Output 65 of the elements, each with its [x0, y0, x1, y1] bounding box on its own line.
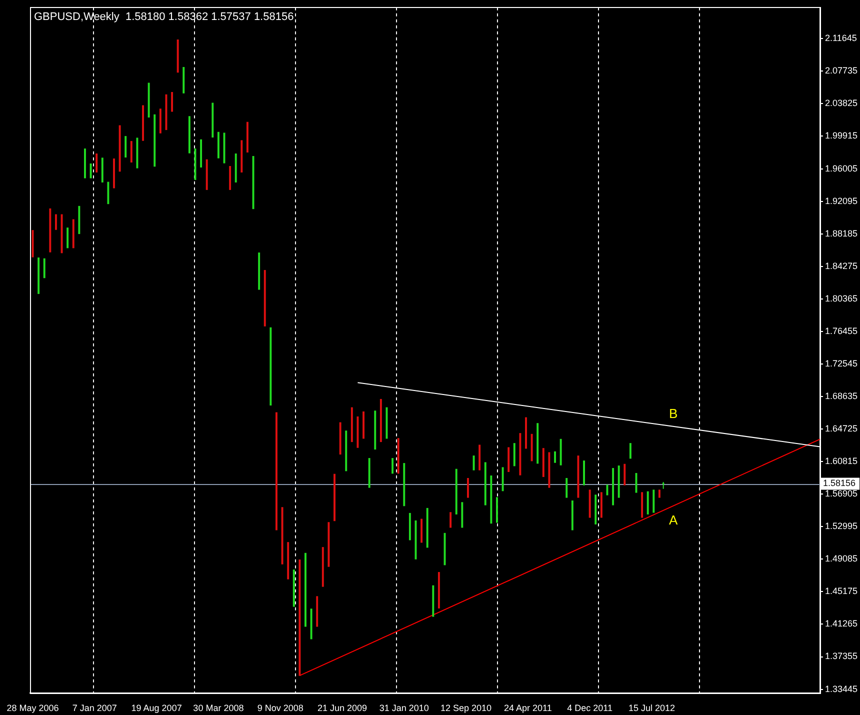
series-label: B — [668, 406, 678, 421]
candlestick — [148, 82, 150, 118]
y-tick-label: 1.68635 — [825, 390, 858, 401]
x-tick-label: 15 Jul 2012 — [628, 702, 675, 713]
candlestick — [107, 182, 110, 204]
candlestick — [408, 512, 411, 540]
y-tick-label: 1.52995 — [825, 521, 858, 532]
chart-title: GBPUSD,Weekly 1.58180 1.58362 1.57537 1.58156 — [34, 10, 294, 23]
y-tick-label: 1.33445 — [825, 684, 858, 694]
y-tick-label: 1.99915 — [825, 130, 858, 141]
x-tick-label: 9 Nov 2008 — [257, 702, 304, 713]
x-tick-label: 12 Sep 2010 — [440, 702, 492, 713]
y-tick-label: 1.56905 — [825, 488, 858, 499]
candlestick — [530, 434, 533, 462]
y-tick-label: 2.07735 — [825, 66, 858, 76]
candlestick — [136, 138, 138, 168]
candlestick — [165, 94, 168, 130]
candlestick — [78, 206, 80, 234]
ref-line-label: 1.58156 — [823, 478, 856, 488]
candlestick — [571, 500, 574, 530]
x-tick-label: 24 Apr 2011 — [504, 702, 552, 713]
y-tick-label: 1.41265 — [825, 618, 858, 629]
y-tick-label: 1.64725 — [825, 424, 858, 434]
candlestick — [426, 508, 428, 548]
candlestick — [350, 407, 353, 442]
candlestick — [386, 407, 388, 439]
y-tick-label: 1.37355 — [825, 651, 858, 662]
candlestick — [548, 452, 550, 488]
x-tick-label: 4 Dec 2011 — [567, 702, 613, 713]
candlestick — [217, 132, 220, 158]
x-tick-label: 7 Jan 2007 — [72, 702, 117, 713]
y-tick-label: 2.03825 — [825, 98, 858, 108]
x-tick-label: 28 May 2006 — [6, 702, 59, 713]
candlestick — [420, 518, 423, 543]
y-tick-label: 1.92095 — [825, 196, 858, 206]
candlestick — [380, 398, 382, 442]
y-tick-label: 1.45175 — [825, 586, 858, 596]
candlestick — [502, 467, 504, 492]
y-tick-label: 1.76455 — [825, 326, 858, 336]
candlestick — [339, 422, 342, 455]
candlestick — [43, 258, 46, 278]
y-tick-label: 1.88185 — [825, 228, 858, 238]
candlestick — [484, 462, 486, 506]
candlestick — [624, 464, 626, 486]
candlestick — [432, 585, 434, 617]
y-tick-label: 1.96005 — [825, 163, 858, 174]
candlestick — [606, 484, 608, 496]
candlestick — [60, 214, 63, 254]
x-tick-label: 30 Mar 2008 — [193, 702, 244, 713]
x-tick-label: 21 Jun 2009 — [317, 702, 368, 713]
y-tick-label: 1.84275 — [825, 260, 858, 271]
candlestick — [212, 102, 214, 138]
y-tick-label: 2.11645 — [825, 33, 857, 44]
candlestick — [154, 114, 156, 167]
x-tick-label: 19 Aug 2007 — [131, 702, 182, 713]
y-tick-label: 1.72545 — [825, 358, 858, 368]
candlestick — [118, 125, 121, 172]
x-tick-label: 31 Jan 2010 — [379, 702, 429, 713]
candlestick — [444, 532, 446, 566]
y-tick-label: 1.49085 — [825, 554, 858, 564]
candlestick — [223, 132, 226, 164]
candlestick — [72, 219, 74, 248]
y-tick-label: 1.80365 — [825, 293, 858, 304]
y-tick-label: 1.60815 — [825, 456, 858, 466]
series-label: A — [668, 512, 678, 528]
